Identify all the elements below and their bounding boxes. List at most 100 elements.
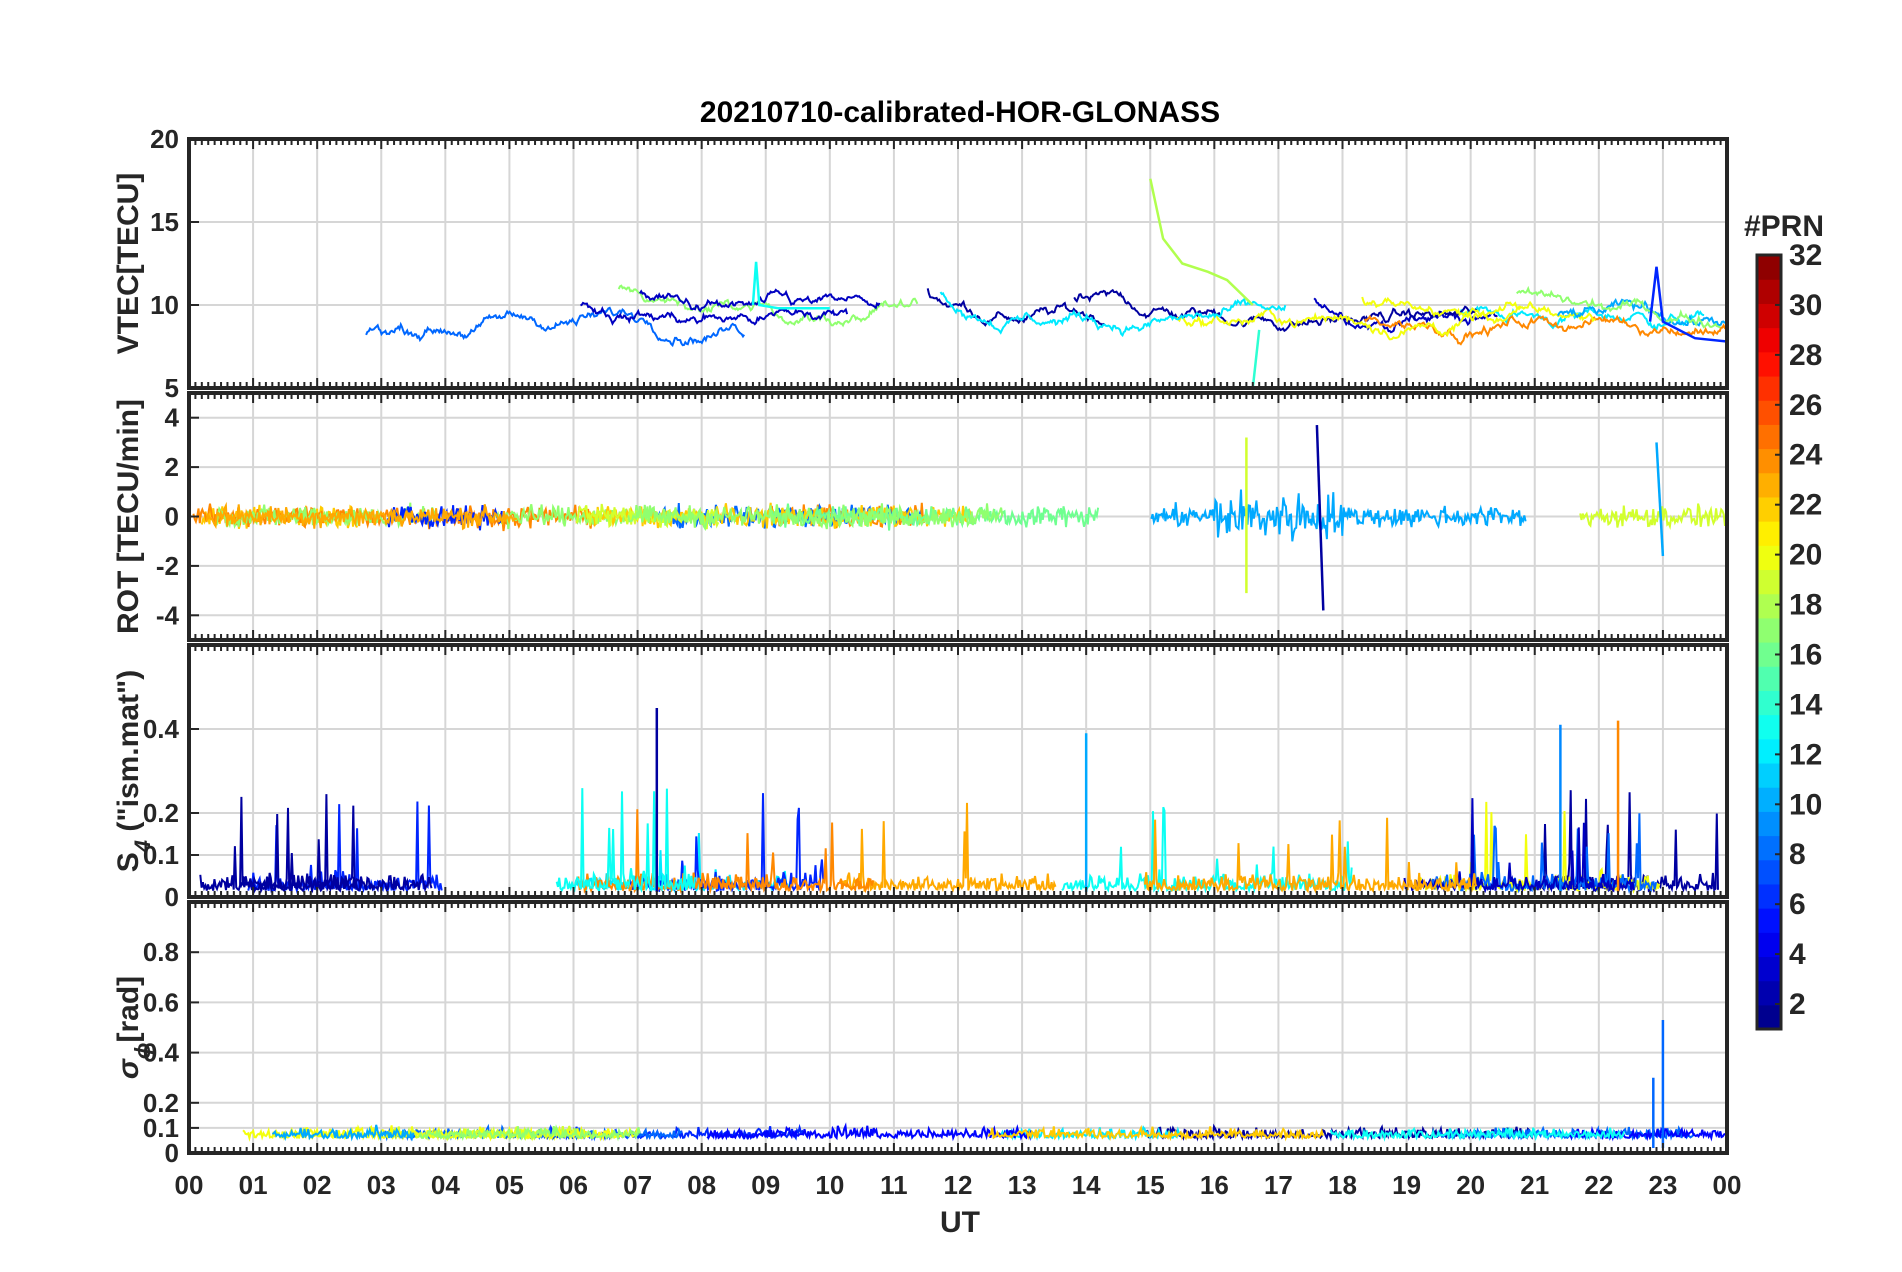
x-tick-label: 05 (495, 1170, 524, 1200)
y-tick-label: 0.1 (143, 1113, 179, 1143)
colorbar-swatch (1757, 908, 1781, 933)
traces (199, 708, 1719, 895)
traces (365, 178, 1727, 388)
colorbar-swatch (1757, 327, 1781, 353)
colorbar-swatch (1757, 617, 1781, 643)
series-line (1363, 314, 1727, 346)
series-line (365, 306, 746, 348)
colorbar-swatch (1757, 762, 1781, 788)
y-tick-label: 5 (165, 373, 179, 403)
colorbar-swatch (1757, 666, 1781, 691)
series-line (627, 503, 1004, 532)
y-tick-label: 0.2 (143, 798, 179, 828)
colorbar-swatch (1757, 835, 1781, 861)
series-line (1313, 297, 1498, 334)
gridlines (188, 138, 1728, 389)
traces (242, 1019, 1727, 1148)
series-line (418, 1124, 641, 1142)
x-tick-label: 10 (815, 1170, 844, 1200)
x-tick-label: 02 (303, 1170, 332, 1200)
colorbar-swatch (1757, 448, 1781, 474)
panel-s4: 0 0.1 0.2 0.4S4 ("ism.mat") (112, 643, 1729, 912)
colorbar-swatch (1757, 569, 1781, 595)
series-line (1315, 425, 1325, 611)
x-tick-label: 22 (1584, 1170, 1613, 1200)
panel-sigma: 00.10.2 0.4 0.6 0.8 σϕ[rad] (112, 900, 1729, 1168)
colorbar-swatch (1757, 351, 1781, 377)
x-tick-label: 18 (1328, 1170, 1357, 1200)
colorbar-tick-label: 22 (1789, 489, 1822, 522)
series-line (926, 288, 1105, 327)
series-line (617, 284, 919, 328)
colorbar-swatch (1757, 738, 1781, 764)
colorbar-swatch (1757, 593, 1781, 619)
y-tick-label: 0.1 (143, 840, 179, 870)
x-tick-label: 00 (175, 1170, 204, 1200)
colorbar-swatch (1757, 496, 1781, 522)
colorbar-tick-label: 6 (1789, 888, 1806, 921)
colorbar-swatch (1757, 714, 1781, 740)
colorbar-swatch (1757, 859, 1781, 885)
x-tick-label: 21 (1520, 1170, 1549, 1200)
y-tick-label: 4 (165, 403, 180, 433)
colorbar-swatch (1757, 279, 1781, 304)
x-tick-label: 03 (367, 1170, 396, 1200)
colorbar-tick-label: 28 (1789, 339, 1822, 372)
series-line (1361, 296, 1596, 325)
colorbar-tick-label: 30 (1789, 289, 1822, 322)
y-tick-label: 15 (150, 207, 179, 237)
colorbar-swatch (1757, 980, 1781, 1006)
y-tick-label: 0.4 (143, 1038, 180, 1068)
y-axis-label: ROT [TECU/min] (112, 399, 145, 634)
y-axis-label: S4 ("ism.mat") (112, 670, 155, 872)
series-line (1150, 489, 1527, 542)
colorbar-swatch (1757, 811, 1781, 837)
colorbar-swatch (1757, 255, 1781, 280)
x-tick-label: 06 (559, 1170, 588, 1200)
y-tick-label: 0.6 (143, 987, 179, 1017)
colorbar-swatch (1757, 956, 1781, 982)
x-tick-label: 00 (1713, 1170, 1742, 1200)
y-axis-label: σϕ[rad] (112, 976, 155, 1079)
y-tick-label: 0.2 (143, 1088, 179, 1118)
colorbar-tick-label: 16 (1789, 638, 1822, 671)
series-line (239, 794, 433, 894)
series-line (271, 1124, 415, 1142)
series-line (1175, 301, 1524, 341)
y-tick-label: -2 (156, 551, 179, 581)
x-tick-label: 01 (239, 1170, 268, 1200)
x-tick-label: 08 (687, 1170, 716, 1200)
colorbar-swatch (1757, 521, 1781, 546)
colorbar-tick-label: 32 (1789, 239, 1822, 272)
colorbar-swatch (1757, 375, 1781, 401)
colorbar-tick-label: 4 (1789, 938, 1806, 971)
x-tick-label: 07 (623, 1170, 652, 1200)
x-tick-label: 16 (1200, 1170, 1229, 1200)
traces (192, 425, 1727, 611)
series-line (1149, 178, 1254, 306)
series-line (1557, 297, 1726, 327)
x-tick-label: 09 (751, 1170, 780, 1200)
x-axis-label: UT (940, 1206, 980, 1239)
series-line (840, 802, 1057, 893)
colorbar-tick-label: 2 (1789, 988, 1806, 1021)
x-tick-label: 15 (1136, 1170, 1165, 1200)
colorbar-tick-label: 14 (1789, 688, 1823, 721)
y-tick-label: 0 (165, 882, 179, 912)
colorbar-swatch (1757, 472, 1781, 498)
series-line (1073, 288, 1478, 333)
x-tick-label: 11 (880, 1170, 908, 1200)
series-line (214, 502, 437, 530)
y-tick-label: 10 (150, 290, 179, 320)
colorbar-tick-label: 10 (1789, 788, 1822, 821)
y-tick-label: 0.8 (143, 937, 179, 967)
colorbar-tick-label: 8 (1789, 838, 1806, 871)
x-tick-label: 12 (944, 1170, 973, 1200)
y-tick-label: 0.4 (143, 714, 180, 744)
panel-rot: -4 -2 0 2 4 ROT [TECU/min] (112, 391, 1729, 642)
series-line (1516, 285, 1721, 329)
gridlines (188, 902, 1728, 1154)
x-tick-label: 20 (1456, 1170, 1485, 1200)
